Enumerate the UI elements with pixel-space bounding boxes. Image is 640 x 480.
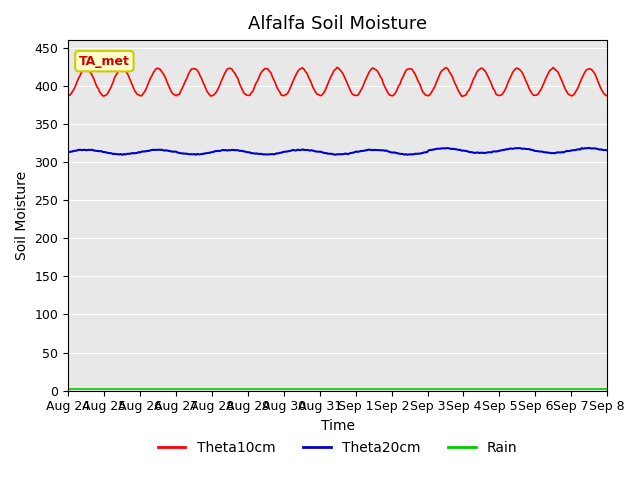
Legend: Theta10cm, Theta20cm, Rain: Theta10cm, Theta20cm, Rain — [152, 436, 524, 461]
Y-axis label: Soil Moisture: Soil Moisture — [15, 171, 29, 260]
Text: TA_met: TA_met — [79, 55, 130, 68]
Title: Alfalfa Soil Moisture: Alfalfa Soil Moisture — [248, 15, 428, 33]
X-axis label: Time: Time — [321, 419, 355, 433]
